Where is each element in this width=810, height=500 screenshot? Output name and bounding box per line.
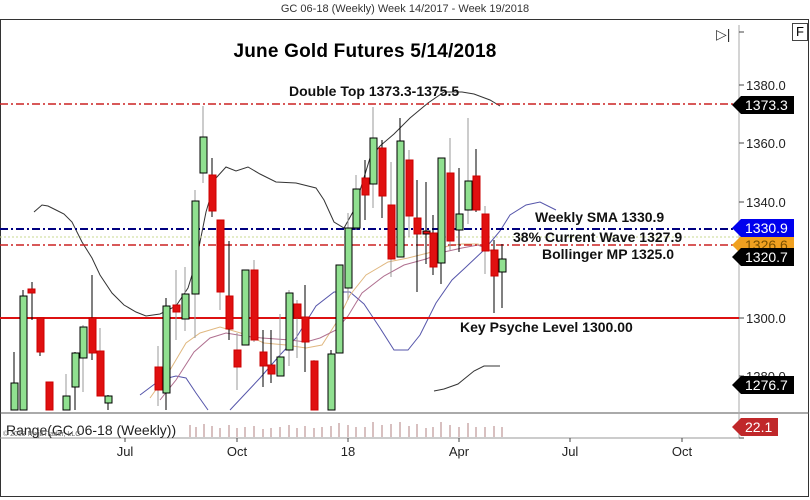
chart-frame <box>0 19 809 497</box>
scroll-to-end-icon[interactable]: ▷| <box>716 26 731 42</box>
key-level-annotation: Key Psyche Level 1300.00 <box>460 319 633 335</box>
time-label: Jul <box>116 444 134 459</box>
time-label: 18 <box>340 444 356 459</box>
copyright: © 2018 NinjaTrader, LLC <box>3 431 81 438</box>
price-tag-range: 22.1 <box>731 418 779 436</box>
bollinger-annotation: Bollinger MP 1325.0 <box>542 246 675 262</box>
window-title: GC 06-18 (Weekly) Week 14/2017 - Week 19… <box>280 3 530 15</box>
price-tick: 1360.0 <box>746 136 786 151</box>
sma-annotation: Weekly SMA 1330.9 <box>535 209 665 225</box>
time-label: Oct <box>226 444 248 459</box>
fib-annotation: 38% Current Wave 1327.9 <box>513 229 683 245</box>
price-tag-double-top: 1373.3 <box>732 96 794 114</box>
price-tag-lower-band: 1276.7 <box>732 376 794 394</box>
price-tick: 1380.0 <box>746 78 786 93</box>
time-label: Apr <box>448 444 470 459</box>
double-top-annotation: Double Top 1373.3-1375.5 <box>289 83 460 99</box>
chart-title: June Gold Futures 5/14/2018 <box>233 41 497 62</box>
time-label: Oct <box>671 444 693 459</box>
range-pane-label: Range(GC 06-18 (Weekly)) <box>6 422 177 438</box>
time-label: Jul <box>561 444 579 459</box>
f-button[interactable]: F <box>792 23 808 41</box>
price-tag-last: 1320.7 <box>732 248 794 266</box>
price-tick: 1340.0 <box>746 195 786 210</box>
price-tag-sma: 1330.9 <box>732 219 794 237</box>
price-tick: 1300.0 <box>746 311 786 326</box>
